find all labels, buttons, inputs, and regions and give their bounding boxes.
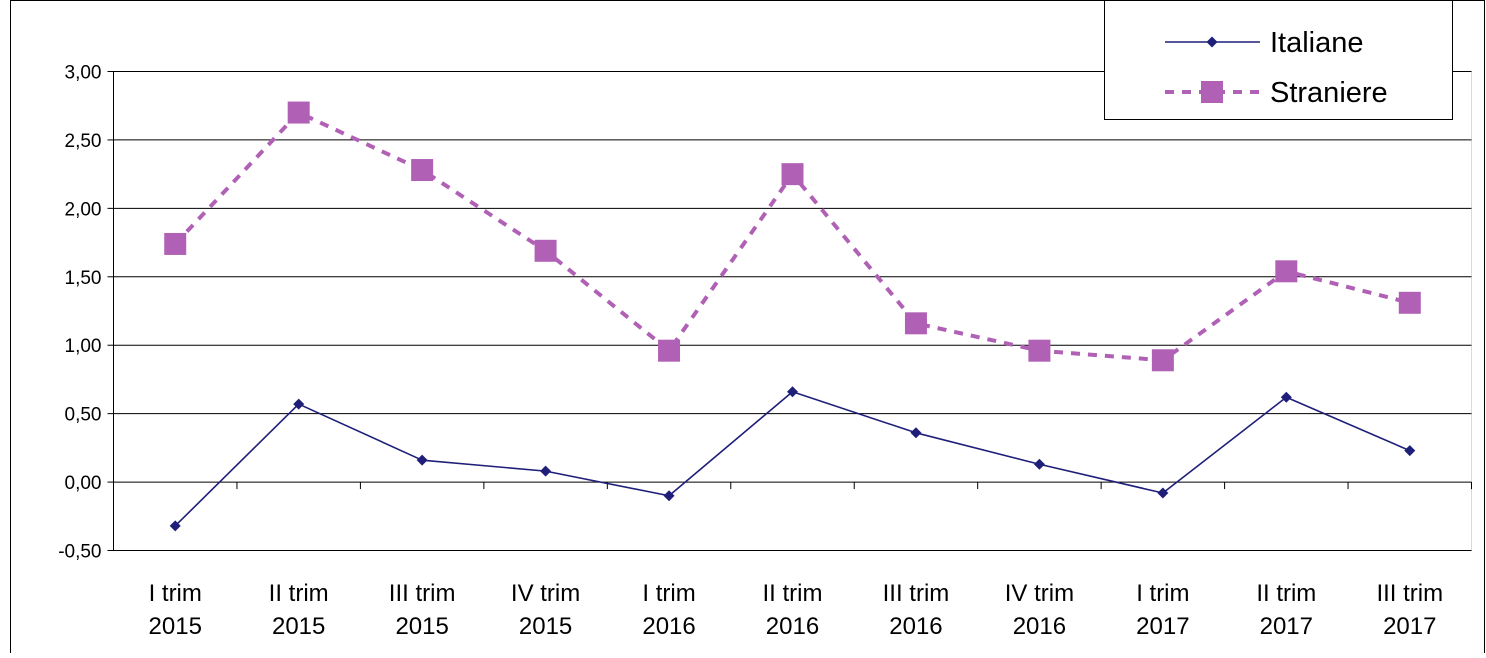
legend-label-straniere: Straniere [1270, 77, 1388, 109]
x-tick-label-line: III trim [389, 580, 456, 607]
x-tick-label-line: 2016 [1013, 613, 1066, 640]
y-tick-label: 3,00 [65, 63, 102, 84]
x-tick-label: II trim 2017 [1256, 580, 1316, 640]
legend-label-italiane: Italiane [1270, 27, 1364, 59]
x-tick-label-line: 2015 [149, 613, 202, 640]
chart-border [10, 0, 1485, 658]
data-point-straniere [534, 239, 557, 262]
x-tick-label-line: 2016 [766, 613, 819, 640]
data-point-italiane [1280, 391, 1292, 403]
legend-item-italiane: Italiane [1165, 27, 1364, 59]
data-point-straniere [1028, 339, 1051, 362]
data-point-straniere [781, 163, 804, 186]
data-point-straniere [1275, 260, 1298, 283]
data-point-italiane [910, 427, 922, 439]
x-tick-label-line: 2016 [889, 613, 942, 640]
x-tick-label: II trim 2016 [763, 580, 823, 640]
x-tick-label: III trim 2016 [883, 580, 950, 640]
data-point-italiane [293, 398, 305, 410]
data-point-italiane [416, 454, 428, 466]
data-point-italiane [1404, 445, 1416, 457]
legend-box [1104, 0, 1453, 120]
x-tick-label-line: I trim [642, 580, 695, 607]
x-tick-label-line: IV trim [1005, 580, 1074, 607]
legend-marker-italiane [1206, 36, 1218, 48]
x-tick-label: IV trim 2015 [511, 580, 580, 640]
x-tick-label-line: 2015 [272, 613, 325, 640]
legend-marker-straniere [1201, 81, 1223, 103]
data-point-straniere [1398, 291, 1421, 314]
data-point-straniere [164, 232, 187, 255]
data-point-italiane [1033, 458, 1045, 470]
x-tick-label-line: I trim [1136, 580, 1189, 607]
x-tick-label-line: I trim [149, 580, 202, 607]
x-tick-label-line: II trim [763, 580, 823, 607]
data-point-straniere [287, 101, 310, 124]
series-group [164, 101, 1421, 532]
data-point-straniere [658, 339, 681, 362]
x-tick-label: IV trim 2016 [1005, 580, 1074, 640]
x-tick-label-line: III trim [883, 580, 950, 607]
data-point-italiane [540, 465, 552, 477]
axes: 3,00 2,50 2,00 1,50 1,00 0,50 0,00 -0,50 I trim 2… [58, 63, 1472, 640]
series-straniere [164, 101, 1421, 372]
plot-area [113, 71, 1472, 551]
data-point-straniere [411, 159, 434, 182]
data-point-italiane [663, 490, 675, 502]
x-tick-label: I trim 2015 [149, 580, 202, 640]
legend-item-straniere: Straniere [1165, 77, 1388, 109]
data-point-italiane [169, 520, 181, 532]
x-tick-label-line: II trim [1256, 580, 1316, 607]
legend: Italiane Straniere [1104, 0, 1453, 120]
gridlines [113, 71, 1472, 551]
y-tick-label: 2,50 [65, 131, 102, 152]
x-tick-label: III trim 2017 [1376, 580, 1443, 640]
x-tick-label-line: 2017 [1136, 613, 1189, 640]
x-tick-label-line: 2015 [395, 613, 448, 640]
y-tick-label: 0,00 [65, 473, 102, 494]
x-tick-label-line: 2015 [519, 613, 572, 640]
x-tick-label-line: 2017 [1383, 613, 1436, 640]
y-tick-label: 1,00 [65, 336, 102, 357]
y-tick-label: 2,00 [65, 199, 102, 220]
x-tick-label: II trim 2015 [269, 580, 329, 640]
series-italiane [169, 386, 1416, 532]
data-point-italiane [1157, 487, 1169, 499]
x-tick-label-line: III trim [1376, 580, 1443, 607]
data-point-straniere [904, 312, 927, 335]
x-tick-label: I trim 2016 [642, 580, 695, 640]
y-tick-label: -0,50 [58, 542, 101, 563]
x-tick-label: III trim 2015 [389, 580, 456, 640]
x-tick-label: I trim 2017 [1136, 580, 1189, 640]
data-point-italiane [787, 386, 798, 398]
data-point-straniere [1151, 349, 1174, 372]
x-tick-label-line: 2017 [1260, 613, 1313, 640]
x-tick-label-line: II trim [269, 580, 329, 607]
x-tick-label-line: IV trim [511, 580, 580, 607]
x-tick-label-line: 2016 [642, 613, 695, 640]
y-tick-label: 1,50 [65, 268, 102, 289]
y-tick-label: 0,50 [65, 405, 102, 426]
